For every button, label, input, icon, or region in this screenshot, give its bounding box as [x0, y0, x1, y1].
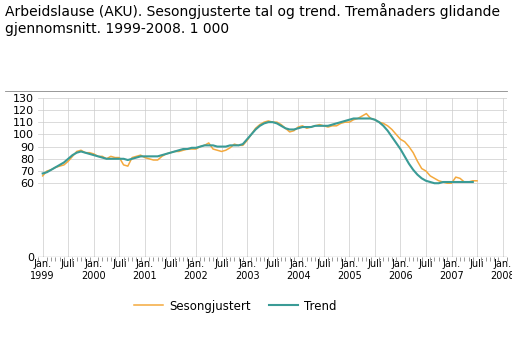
Sesongjustert	[453, 175, 459, 179]
Trend	[236, 143, 242, 147]
Sesongjustert	[440, 180, 446, 184]
Trend	[470, 180, 476, 184]
Line: Trend: Trend	[42, 118, 473, 183]
Sesongjustert	[291, 128, 297, 133]
Sesongjustert	[159, 154, 165, 158]
Sesongjustert	[39, 174, 46, 178]
Sesongjustert	[474, 179, 480, 183]
Sesongjustert	[436, 179, 442, 183]
Trend	[120, 157, 126, 161]
Trend	[380, 124, 387, 128]
Trend	[432, 181, 438, 185]
Trend	[414, 172, 420, 177]
Trend	[133, 155, 139, 159]
Trend	[351, 116, 357, 120]
Trend	[39, 171, 46, 176]
Text: Arbeidslause (AKU). Sesongjusterte tal og trend. Tremånaders glidande
gjennomsni: Arbeidslause (AKU). Sesongjusterte tal o…	[5, 3, 500, 36]
Line: Sesongjustert: Sesongjustert	[42, 114, 477, 183]
Sesongjustert	[364, 112, 370, 116]
Trend	[342, 119, 348, 123]
Sesongjustert	[444, 181, 451, 185]
Sesongjustert	[427, 174, 433, 178]
Legend: Sesongjustert, Trend: Sesongjustert, Trend	[129, 295, 341, 317]
